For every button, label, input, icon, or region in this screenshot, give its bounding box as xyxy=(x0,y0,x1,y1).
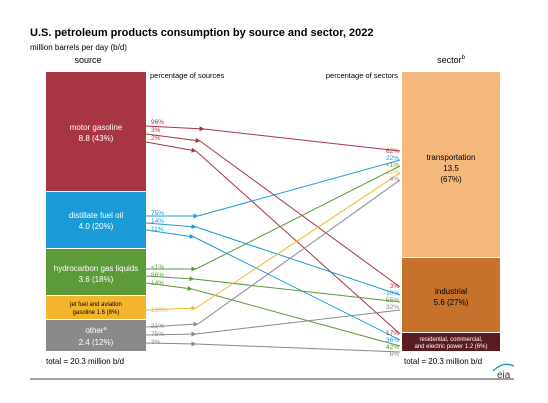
pct-other-industrial: 75% xyxy=(151,331,164,338)
flow-other-industrial-cont xyxy=(195,309,401,335)
pct-residential-motor: 17% xyxy=(386,330,399,337)
motor-gasoline-block xyxy=(46,72,146,191)
flow-hgl-industrial-cont xyxy=(193,278,401,303)
pct-hgl-industrial: 86% xyxy=(151,272,164,279)
pct-other-transport: 21% xyxy=(151,323,164,330)
flow-motor-residential xyxy=(145,141,197,153)
sector-header-sup: b xyxy=(462,55,466,61)
flow-jet-transport xyxy=(145,305,197,311)
hgl-block xyxy=(46,249,146,295)
pct-residential-distillate: 36% xyxy=(386,337,399,344)
flow-hgl-industrial xyxy=(145,275,195,282)
flow-distillate-industrial xyxy=(145,222,197,230)
pct-jet-transport: 100% xyxy=(151,307,168,314)
pct-industrial-other: 32% xyxy=(386,304,399,311)
source-pct-labels: 96% 3% 2% 75% 14% 11% <1% 86% 14% 100% 2… xyxy=(151,119,168,346)
flow-distillate-residential xyxy=(145,229,195,239)
pct-transport-other: 4% xyxy=(390,176,400,183)
motor-gasoline-name: motor gasoline xyxy=(70,123,123,132)
pct-industrial-motor: 3% xyxy=(390,283,400,290)
motor-gasoline-value: 8.8 (43%) xyxy=(79,134,114,143)
other-value: 2.4 (12%) xyxy=(79,338,114,347)
flow-motor-transport-cont xyxy=(203,128,401,152)
sector-blocks xyxy=(402,72,500,351)
pct-industrial-distillate: 10% xyxy=(386,290,399,297)
pct-residential-hgl: 42% xyxy=(386,344,399,351)
jet-block xyxy=(46,296,146,319)
transportation-value: 13.5 xyxy=(443,164,459,173)
source-blocks xyxy=(46,72,146,351)
residential-name-line1: residential, commercial, xyxy=(419,337,482,343)
industrial-block xyxy=(402,258,500,332)
flow-distillate-residential-cont xyxy=(193,236,401,341)
flow-other-residential xyxy=(145,341,197,347)
flow-distillate-transport-cont xyxy=(197,159,401,217)
pct-hgl-residential: 14% xyxy=(151,280,164,287)
pct-distillate-transport: 75% xyxy=(151,210,164,217)
pct-transport-motor: 62% xyxy=(386,148,399,155)
source-total: total = 20.3 million b/d xyxy=(46,357,124,366)
pct-motor-residential: 2% xyxy=(151,135,161,142)
transportation-name: transportation xyxy=(427,153,476,162)
other-name: othera xyxy=(85,326,107,335)
flow-other-transport xyxy=(145,321,199,328)
pct-sources-label: percentage of sources xyxy=(150,71,224,80)
flow-hgl-transport-cont xyxy=(195,165,401,270)
other-block xyxy=(46,320,146,351)
pct-motor-transport: 96% xyxy=(151,119,164,126)
eia-logo: eia xyxy=(497,370,511,381)
flow-hgl-residential xyxy=(145,282,193,291)
distillate-block xyxy=(46,192,146,248)
sector-pct-labels: 62% 22% <1% 12% 4% 3% 10% 55% 32% 17% 36… xyxy=(386,148,399,358)
distillate-name: distillate fuel oil xyxy=(69,211,123,220)
flow-hgl-residential-cont xyxy=(191,288,401,347)
unit-label: million barrels per day (b/d) xyxy=(30,43,127,52)
pct-sectors-label: percentage of sectors xyxy=(326,71,398,80)
flow-jet-transport-cont xyxy=(195,172,401,309)
pct-distillate-residential: 11% xyxy=(151,226,164,233)
flow-other-transport-cont xyxy=(197,179,401,325)
residential-block xyxy=(402,333,500,351)
sector-header-text: sector xyxy=(437,55,462,65)
transportation-block xyxy=(402,72,500,257)
pct-residential-other: 6% xyxy=(390,351,400,358)
hgl-name: hydrocarbon gas liquids xyxy=(54,264,139,273)
pct-transport-jet: 12% xyxy=(386,169,399,176)
pct-transport-hgl: <1% xyxy=(386,162,399,169)
other-name-text: other xyxy=(85,326,104,335)
transportation-share: (67%) xyxy=(440,175,462,184)
hgl-value: 3.6 (18%) xyxy=(79,275,114,284)
pct-transport-distillate: 22% xyxy=(386,155,399,162)
other-name-sup: a xyxy=(104,326,108,332)
flow-other-residential-cont xyxy=(195,343,401,353)
pct-distillate-industrial: 14% xyxy=(151,218,164,225)
jet-value: gasoline 1.6 (8%) xyxy=(73,310,120,316)
jet-name: jet fuel and aviation xyxy=(69,302,122,308)
pct-other-residential: 3% xyxy=(151,339,161,346)
flow-motor-industrial xyxy=(145,133,201,143)
flow-motor-industrial-cont xyxy=(199,140,401,288)
residential-name-line2: and electric power 1.2 (6%) xyxy=(414,344,487,350)
industrial-value: 5.6 (27%) xyxy=(434,298,469,307)
eia-swoosh-icon xyxy=(492,363,515,372)
flow-motor-transport xyxy=(145,125,205,132)
sector-header: sectorb xyxy=(437,55,466,65)
flow-distillate-industrial-cont xyxy=(195,226,401,296)
distillate-value: 4.0 (20%) xyxy=(79,222,114,231)
chart-title: U.S. petroleum products consumption by s… xyxy=(30,27,374,39)
source-header: source xyxy=(74,55,101,65)
pct-hgl-transport: <1% xyxy=(151,264,164,271)
pct-industrial-hgl: 55% xyxy=(386,297,399,304)
flow-lines xyxy=(145,125,401,353)
pct-motor-industrial: 3% xyxy=(151,127,161,134)
industrial-name: industrial xyxy=(435,287,467,296)
flow-other-industrial xyxy=(145,331,197,337)
sector-total: total = 20.3 million b/d xyxy=(404,357,482,366)
flow-motor-residential-cont xyxy=(195,150,401,335)
